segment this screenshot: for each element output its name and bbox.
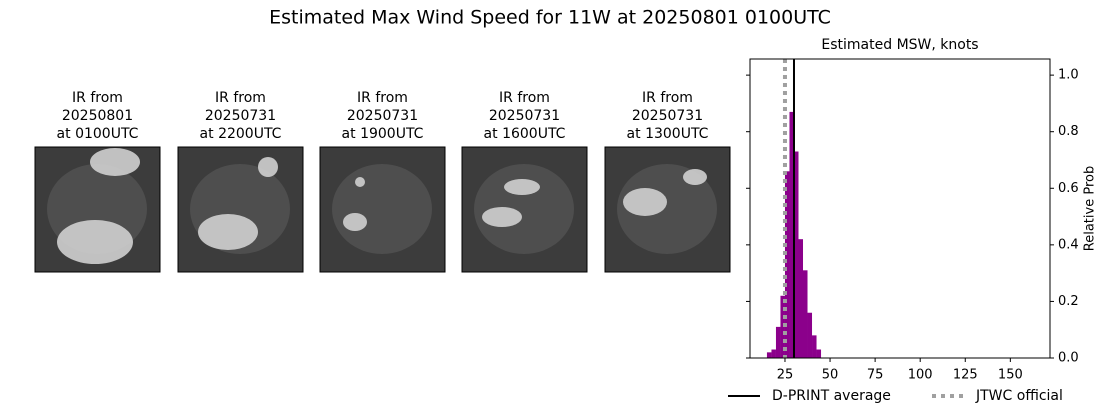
y-tick-label: 0.2 (1058, 294, 1079, 309)
bar (807, 312, 813, 358)
bar (771, 349, 776, 358)
image-label: 20250731 (632, 108, 703, 124)
image-label: 20250731 (205, 108, 276, 124)
y-tick-label: 0.4 (1058, 237, 1079, 252)
cloud (623, 188, 667, 216)
image-label: IR from (215, 90, 266, 106)
y-tick-label: 0.8 (1058, 124, 1079, 139)
bar (816, 349, 822, 358)
cloud (355, 177, 365, 187)
bar (789, 111, 794, 358)
legend-label: D-PRINT average (772, 388, 891, 404)
x-tick-label: 50 (822, 368, 839, 383)
image-label: IR from (642, 90, 693, 106)
image-label: at 0100UTC (57, 126, 139, 142)
bar (812, 335, 817, 358)
image-label: IR from (72, 90, 123, 106)
bar (784, 171, 790, 358)
cloud (683, 169, 707, 185)
cloud (482, 207, 522, 227)
x-tick-label: 125 (953, 368, 978, 383)
cloud (90, 148, 140, 176)
x-tick-label: 25 (777, 368, 794, 383)
cloud (617, 164, 717, 254)
image-label: 20250731 (489, 108, 560, 124)
bar (793, 151, 799, 358)
image-label: at 2200UTC (200, 126, 282, 142)
image-label: IR from (357, 90, 408, 106)
y-tick-label: 0.0 (1058, 351, 1079, 366)
image-label: 20250801 (62, 108, 133, 124)
x-tick-label: 150 (998, 368, 1023, 383)
chart-title: Estimated MSW, knots (821, 37, 978, 53)
image-label: IR from (499, 90, 550, 106)
cloud (474, 164, 574, 254)
image-label: at 1600UTC (484, 126, 566, 142)
bar (803, 270, 808, 358)
image-label: at 1900UTC (342, 126, 424, 142)
cloud (57, 220, 133, 264)
bar (798, 239, 804, 358)
y-tick-label: 1.0 (1058, 68, 1079, 83)
y-axis-label: Relative Prob (1083, 166, 1098, 251)
y-tick-label: 0.6 (1058, 181, 1079, 196)
x-tick-label: 75 (867, 368, 884, 383)
image-label: at 1300UTC (627, 126, 709, 142)
figure-title: Estimated Max Wind Speed for 11W at 2025… (269, 7, 831, 29)
legend-label: JTWC official (975, 388, 1063, 404)
image-label: 20250731 (347, 108, 418, 124)
cloud (198, 214, 258, 250)
cloud (504, 179, 540, 195)
plot-frame (749, 58, 1051, 359)
cloud (343, 213, 367, 231)
bar (780, 295, 785, 358)
bar (775, 326, 781, 358)
cloud (332, 164, 432, 254)
bar (766, 352, 772, 358)
x-tick-label: 100 (908, 368, 933, 383)
cloud (258, 157, 278, 177)
